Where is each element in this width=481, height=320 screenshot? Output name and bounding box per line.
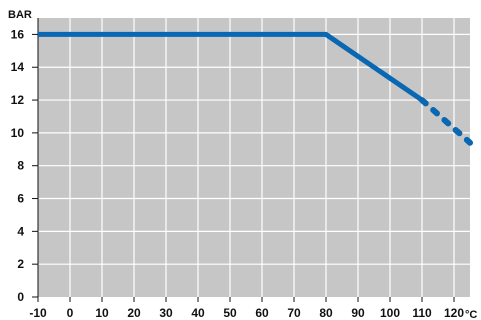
- x-tick-label: 110: [412, 306, 432, 320]
- series-line-extrapolated: [419, 97, 473, 146]
- series-layer: [38, 31, 473, 146]
- x-tick-label: 0: [67, 306, 74, 320]
- x-tick-label: 10: [95, 306, 109, 320]
- series-line: [38, 31, 424, 103]
- y-tick-label: 8: [17, 159, 24, 173]
- x-tick-label: 90: [351, 306, 365, 320]
- y-tick-label: 2: [17, 257, 24, 271]
- x-axis-title: °C: [465, 309, 477, 320]
- x-tick-label: 120: [444, 306, 464, 320]
- y-tick-label: 12: [11, 93, 25, 107]
- x-tick-label: 40: [191, 306, 205, 320]
- tick-labels: -10 0 10 20 30 40 50 60 70 80 90 100 110 120 0 2 4 6 8 10 12…: [11, 27, 465, 320]
- x-tick-label: 20: [127, 306, 141, 320]
- y-axis-title: BAR: [8, 9, 32, 21]
- y-tick-label: 4: [17, 224, 24, 238]
- y-tick-label: 6: [17, 192, 24, 206]
- x-tick-label: -10: [29, 306, 47, 320]
- x-tick-label: 80: [319, 306, 333, 320]
- x-tick-label: 70: [287, 306, 301, 320]
- x-tick-label: 50: [223, 306, 237, 320]
- x-tick-label: 60: [255, 306, 269, 320]
- x-tick-label: 30: [159, 306, 173, 320]
- y-tick-label: 10: [11, 126, 25, 140]
- grid: [38, 18, 470, 297]
- y-tick-label: 14: [11, 60, 25, 74]
- y-tick-label: 16: [11, 27, 25, 41]
- x-tick-label: 100: [380, 306, 400, 320]
- plot-background: [38, 18, 470, 297]
- tick-marks: [32, 33, 455, 302]
- y-tick-label: 0: [17, 290, 24, 304]
